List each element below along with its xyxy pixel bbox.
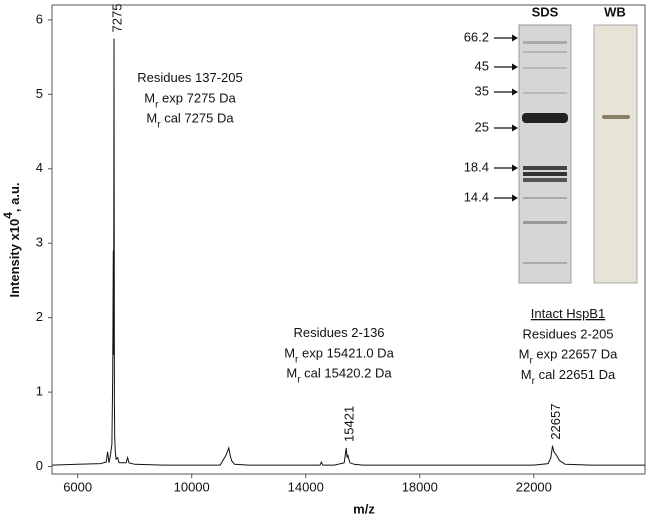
peak-label: 15421	[342, 406, 357, 442]
annotation: Intact HspB1	[531, 306, 605, 321]
y-axis-title-part: , a.u.	[7, 182, 22, 212]
annotation: Mr cal 7275 Da	[146, 111, 234, 131]
wb-membrane	[593, 24, 638, 284]
y-tick-label: 2	[36, 309, 43, 324]
annotation: Residues 2-205	[522, 327, 613, 342]
peak-label: 7275	[109, 4, 124, 33]
annotation-part: r	[297, 375, 301, 386]
marker-arrowhead	[512, 164, 518, 172]
annotation-part: cal 7275 Da	[161, 111, 235, 126]
annotation-part: M	[521, 367, 532, 382]
annotation-part: Residues 2-136	[293, 325, 384, 340]
annotation-part: r	[295, 354, 299, 365]
annotation-part: M	[286, 366, 297, 381]
annotation-part: r	[529, 356, 533, 367]
x-tick-label: 14000	[288, 479, 324, 494]
y-axis-title: Intensity x104, a.u.	[1, 182, 22, 297]
annotation: Residues 137-205	[137, 70, 243, 85]
annotation-part: Residues 137-205	[137, 70, 243, 85]
y-tick-label: 3	[36, 235, 43, 250]
x-axis-title: m/z	[353, 501, 375, 516]
spectrum-line	[51, 38, 645, 466]
marker-label: 66.2	[464, 29, 489, 44]
peak-label: 22657	[548, 404, 563, 440]
annotation-part: exp 7275 Da	[158, 91, 236, 106]
lane-label: WB	[604, 4, 626, 19]
annotation: Residues 2-136	[293, 325, 384, 340]
y-tick-label: 0	[36, 458, 43, 473]
sds-gel	[518, 24, 572, 284]
marker-arrowhead	[512, 34, 518, 42]
annotation-part: M	[284, 346, 295, 361]
annotation-part: r	[157, 120, 161, 131]
annotation: Mr cal 15420.2 Da	[286, 366, 392, 386]
annotation-part: cal 15420.2 Da	[301, 366, 393, 381]
annotation: Mr exp 15421.0 Da	[284, 346, 394, 366]
x-tick-label: 22000	[516, 479, 552, 494]
marker-arrowhead	[512, 88, 518, 96]
annotation: Mr cal 22651 Da	[521, 367, 616, 387]
y-axis-title-part: Intensity x10	[7, 219, 22, 298]
marker-arrowhead	[512, 63, 518, 71]
gel-bands	[522, 41, 630, 264]
lane-label: SDS	[532, 4, 559, 19]
annotation-part: r	[532, 376, 536, 387]
marker-label: 35	[475, 83, 489, 98]
x-tick-label: 6000	[63, 479, 92, 494]
annotation-part: exp 22657 Da	[533, 347, 618, 362]
annotation-part: Intact HspB1	[531, 306, 605, 321]
annotation-part: exp 15421.0 Da	[298, 346, 394, 361]
annotation-part: M	[144, 91, 155, 106]
annotation-part: cal 22651 Da	[535, 367, 616, 382]
marker-label: 45	[475, 58, 489, 73]
annotation-part: M	[146, 111, 157, 126]
marker-label: 18.4	[464, 159, 489, 174]
marker-arrowhead	[512, 194, 518, 202]
x-tick-label: 10000	[174, 479, 210, 494]
marker-label: 14.4	[464, 189, 489, 204]
y-tick-label: 5	[36, 86, 43, 101]
y-tick-label: 4	[36, 160, 43, 175]
annotation-part: M	[519, 347, 530, 362]
annotation: Mr exp 22657 Da	[519, 347, 619, 367]
plot-frame	[51, 4, 646, 475]
annotation-part: Residues 2-205	[522, 327, 613, 342]
y-tick-label: 1	[36, 384, 43, 399]
marker-label: 25	[475, 119, 489, 134]
y-tick-label: 6	[36, 11, 43, 26]
annotation: Mr exp 7275 Da	[144, 91, 236, 111]
marker-arrowhead	[512, 124, 518, 132]
x-tick-label: 18000	[402, 479, 438, 494]
annotation-part: r	[155, 99, 159, 110]
y-axis-title-part: 4	[1, 212, 15, 219]
